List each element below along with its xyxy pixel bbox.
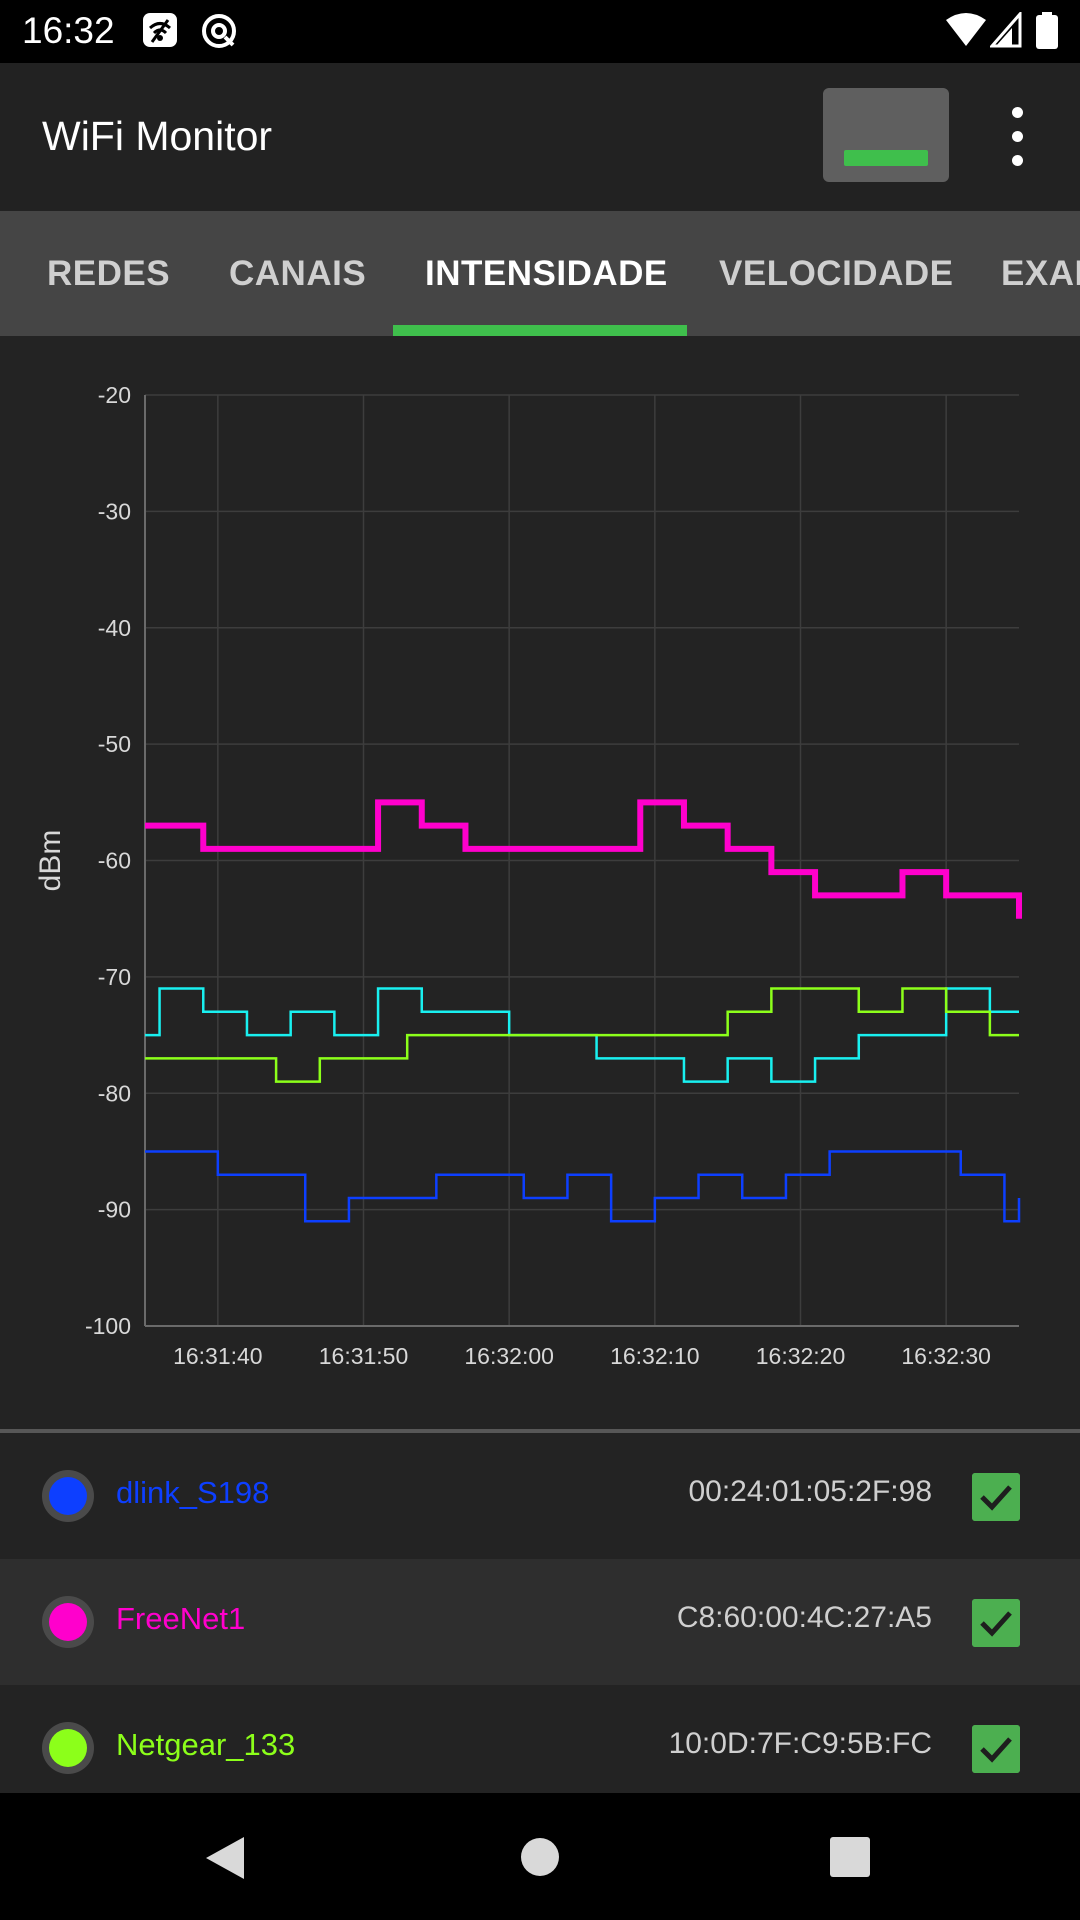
series-line (145, 799, 1022, 919)
y-tick-label: -50 (98, 731, 131, 757)
signal-strength-button[interactable] (823, 88, 949, 182)
tab-redes[interactable]: REDES (47, 254, 171, 293)
x-tick-label: 16:32:00 (464, 1343, 554, 1369)
tab-canais[interactable]: CANAIS (229, 254, 367, 293)
color-indicator (42, 1596, 94, 1648)
status-time: 16:32 (22, 10, 115, 51)
y-tick-label: -30 (98, 498, 131, 524)
x-tick-label: 16:32:20 (756, 1343, 846, 1369)
network-mac: C8:60:00:4C:27:A5 (676, 1601, 932, 1634)
color-indicator (42, 1722, 94, 1774)
tab-bar: REDES CANAIS INTENSIDADE VELOCIDADE EXAN (0, 211, 1080, 336)
list-divider (0, 1429, 1080, 1433)
cell-signal-icon (990, 12, 1022, 48)
x-tick-label: 16:32:10 (610, 1343, 700, 1369)
series-line (145, 1150, 1021, 1223)
network-mac: 00:24:01:05:2F:98 (688, 1475, 932, 1508)
x-tick-label: 16:31:40 (173, 1343, 263, 1369)
battery-icon (1036, 12, 1058, 49)
x-tick-label: 16:31:50 (319, 1343, 409, 1369)
tab-velocidade[interactable]: VELOCIDADE (719, 254, 954, 293)
network-list: dlink_S198 00:24:01:05:2F:98 FreeNet1 C8… (0, 1433, 1080, 1811)
wifi-signal-icon (946, 13, 986, 46)
y-tick-label: -20 (98, 382, 131, 408)
x-tick-label: 16:32:30 (901, 1343, 991, 1369)
y-tick-label: -100 (85, 1313, 131, 1339)
app-bar: WiFi Monitor (0, 63, 1080, 211)
network-checkbox[interactable] (972, 1725, 1020, 1773)
network-name: FreeNet1 (116, 1601, 246, 1636)
y-tick-label: -90 (98, 1197, 131, 1223)
chart-svg: -20 -30 -40 -50 -60 -70 -80 -90 -100 16:31:40 16:3… (34, 382, 1022, 1369)
y-tick-label: -40 (98, 615, 131, 641)
recents-icon[interactable] (830, 1837, 870, 1877)
signal-level-bar (844, 150, 928, 166)
overflow-menu-icon[interactable] (998, 107, 1038, 167)
y-tick-label: -80 (98, 1080, 131, 1106)
navigation-bar (0, 1793, 1080, 1920)
home-icon[interactable] (520, 1837, 560, 1877)
y-tick-label: -70 (98, 964, 131, 990)
y-axis-label: dBm (34, 830, 67, 892)
list-item[interactable]: dlink_S198 00:24:01:05:2F:98 (0, 1433, 1080, 1559)
sync-disabled-icon (202, 14, 236, 48)
color-indicator (42, 1470, 94, 1522)
network-checkbox[interactable] (972, 1599, 1020, 1647)
active-tab-indicator (393, 325, 687, 336)
tab-exam[interactable]: EXAN (1001, 254, 1080, 293)
network-checkbox[interactable] (972, 1473, 1020, 1521)
signal-strength-chart: -20 -30 -40 -50 -60 -70 -80 -90 -100 16:31:40 16:3… (0, 336, 1080, 1431)
list-item[interactable]: Netgear_133 10:0D:7F:C9:5B:FC (0, 1685, 1080, 1811)
back-icon[interactable] (204, 1835, 246, 1881)
series-line (145, 987, 1019, 1083)
network-name: Netgear_133 (116, 1727, 296, 1762)
app-title: WiFi Monitor (42, 113, 273, 159)
list-item[interactable]: FreeNet1 C8:60:00:4C:27:A5 (0, 1559, 1080, 1685)
wifi-notification-icon (143, 13, 177, 47)
y-tick-label: -60 (98, 848, 131, 874)
network-name: dlink_S198 (116, 1475, 270, 1510)
tab-intensidade[interactable]: INTENSIDADE (425, 254, 668, 293)
network-mac: 10:0D:7F:C9:5B:FC (668, 1727, 932, 1760)
status-bar: 16:32 (0, 0, 1080, 63)
